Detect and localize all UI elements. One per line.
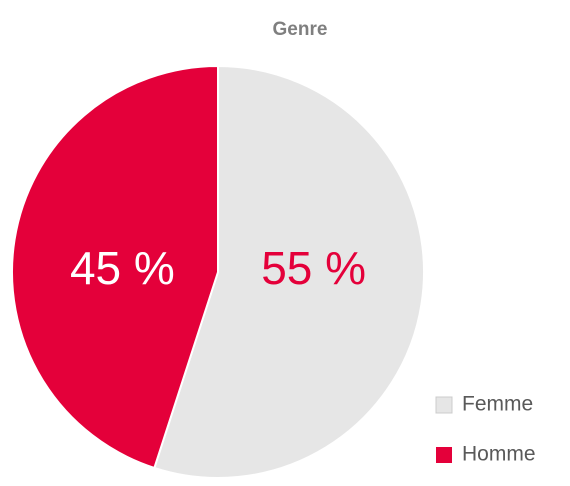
chart-title: Genre — [273, 19, 328, 40]
data-label: 45 % — [70, 242, 175, 294]
legend-swatch — [436, 447, 452, 463]
data-label: 55 % — [261, 242, 366, 294]
pie-slice — [11, 64, 219, 470]
legend-swatch — [435, 396, 453, 414]
pie-slice — [153, 64, 425, 479]
legend-label: Homme — [462, 443, 536, 466]
legend-label: Femme — [462, 393, 533, 416]
